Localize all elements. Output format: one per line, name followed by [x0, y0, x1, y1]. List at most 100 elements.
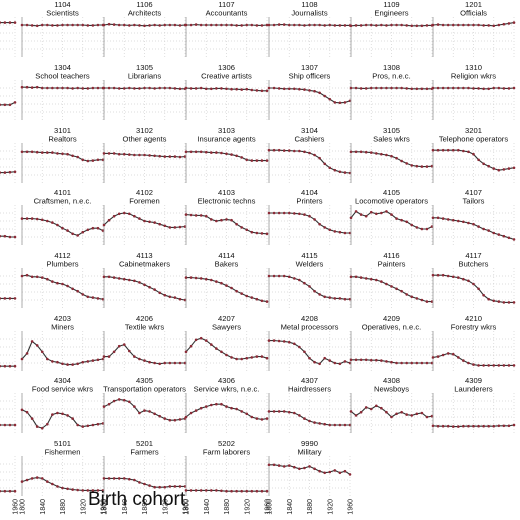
data-point [35, 24, 39, 28]
x-tick-label: 1920 [162, 499, 169, 515]
data-point [71, 154, 74, 158]
data-point [380, 211, 383, 215]
data-point [117, 212, 121, 216]
data-point [492, 24, 496, 28]
data-point [163, 293, 167, 297]
data-point [30, 86, 34, 89]
data-point [61, 282, 64, 286]
x-tick-label: 1840 [122, 499, 129, 515]
data-point [76, 86, 79, 90]
data-point [512, 86, 516, 90]
data-point [51, 24, 54, 27]
data-point [235, 222, 238, 226]
panel-grid [0, 393, 16, 433]
panel-grid [350, 268, 433, 308]
data-point [338, 471, 342, 475]
panel-code: 5201 [136, 439, 153, 448]
data-point [425, 24, 429, 27]
data-point [13, 235, 17, 239]
panel-grid [268, 80, 351, 120]
panel-code: 4105 [383, 188, 400, 197]
panel-grid [21, 143, 104, 183]
data-point [81, 489, 85, 492]
data-point [210, 87, 213, 91]
data-point [462, 220, 465, 224]
data-point [189, 87, 193, 90]
data-point [143, 482, 146, 486]
data-point [245, 158, 249, 162]
data-point [410, 24, 414, 28]
panel-code: 9990 [301, 439, 318, 448]
panel-title: Accountants [206, 9, 248, 18]
data-point [245, 356, 249, 360]
panel-title: Printers [296, 197, 322, 206]
data-point [240, 489, 243, 493]
data-point [255, 89, 259, 92]
data-point [333, 423, 337, 427]
panel-title: Insurance agents [197, 135, 255, 144]
data-point [425, 300, 429, 303]
data-point [451, 275, 455, 279]
data-point [457, 148, 460, 152]
data-point [293, 465, 296, 469]
data-point [272, 339, 276, 342]
data-point [343, 469, 347, 473]
data-point [184, 213, 188, 216]
data-point [199, 336, 203, 340]
data-point [102, 223, 106, 227]
data-point [457, 23, 460, 27]
panel-grid [103, 331, 186, 371]
data-point [255, 489, 259, 493]
data-point [143, 24, 146, 28]
data-point [235, 489, 238, 493]
data-point [0, 103, 2, 107]
data-point [199, 489, 203, 492]
data-point [457, 276, 460, 279]
data-point [13, 101, 17, 104]
data-point [194, 338, 198, 342]
data-point [210, 278, 213, 282]
data-point [20, 217, 24, 220]
data-point [240, 292, 243, 295]
data-point [431, 273, 435, 277]
data-point [215, 87, 218, 90]
data-point [173, 296, 177, 299]
panel-code: 4308 [383, 376, 400, 385]
data-point [333, 297, 337, 300]
data-point [210, 151, 213, 154]
data-point [13, 297, 17, 300]
data-point [138, 281, 141, 284]
data-point [189, 411, 193, 415]
data-point [138, 87, 141, 90]
data-point [255, 417, 259, 420]
data-point [482, 364, 485, 367]
data-point [482, 227, 485, 231]
panel-grid [432, 143, 515, 183]
data-point [272, 148, 276, 152]
data-point [446, 86, 450, 90]
data-point [502, 364, 506, 367]
panel-title: Engineers [374, 9, 408, 18]
data-point [225, 87, 228, 91]
data-point [287, 464, 291, 467]
data-point [354, 210, 358, 213]
data-point [390, 285, 393, 288]
panel-code: 3101 [54, 126, 71, 135]
data-point [338, 362, 342, 366]
panel-grid [432, 80, 515, 120]
data-point [178, 24, 182, 27]
data-point [293, 87, 296, 91]
data-point [35, 275, 39, 279]
panel-partial-5 [0, 331, 17, 371]
data-point [133, 279, 136, 283]
data-point [220, 489, 223, 493]
x-tick-label: 1800 [184, 499, 191, 515]
panel-partial-0 [0, 17, 17, 57]
data-point [390, 213, 393, 216]
data-point [30, 217, 34, 220]
data-point [497, 300, 501, 303]
data-point [477, 87, 480, 90]
data-point [240, 24, 243, 27]
data-point [66, 487, 69, 491]
